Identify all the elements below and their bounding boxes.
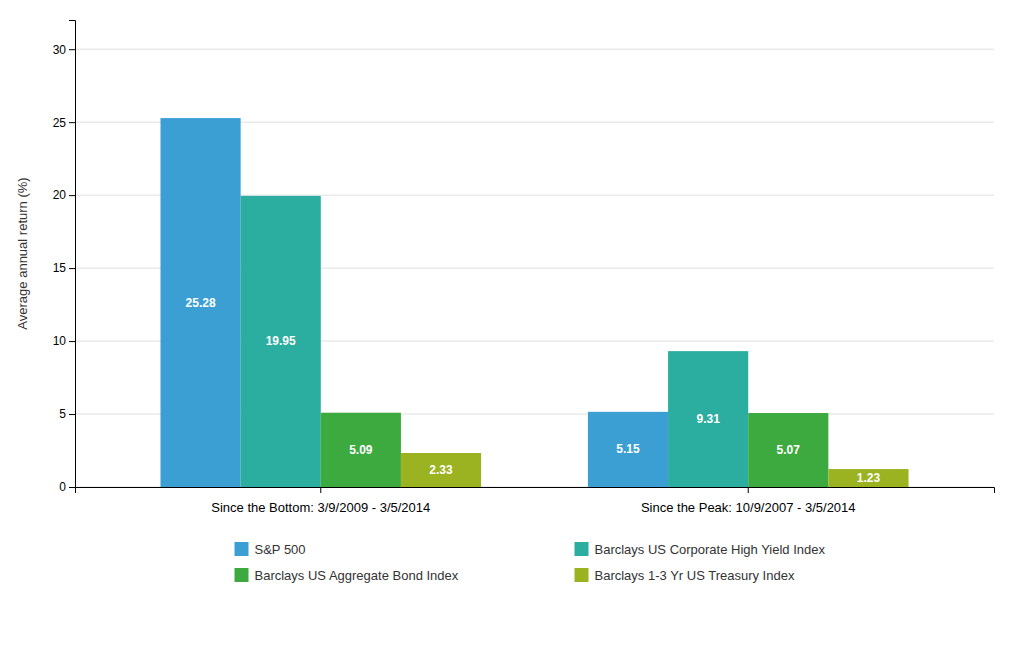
y-tick-label: 15 [53,261,67,275]
y-tick-label: 10 [53,334,67,348]
x-tick-mark [320,487,321,493]
bar [160,118,240,487]
x-tick: Since the Peak: 10/9/2007 - 3/5/2014 [641,487,856,515]
bar [668,351,748,487]
bar [321,413,401,487]
y-tick: 20 [53,188,75,202]
grid [75,49,994,487]
y-tick: 5 [59,407,75,421]
y-tick-label: 5 [59,407,66,421]
data-label: 9.31 [696,412,720,426]
bar [828,469,908,487]
y-axis-line [69,21,76,488]
y-tick-mark [69,122,75,123]
y-axis-title: Average annual return (%) [15,177,30,329]
legend-label: Barclays US Aggregate Bond Index [255,568,459,583]
data-label: 5.07 [777,443,801,457]
legend-label: S&P 500 [255,542,306,557]
y-tick-mark [69,341,75,342]
plot: 25.28 5.15 19.95 9.31 5.09 5.07 2.33 1.23 0 5 10 15… [15,21,995,583]
y-tick: 0 [59,480,75,494]
legend-item: Barclays US Corporate High Yield Index [575,542,826,557]
y-tick: 25 [53,115,75,129]
y-tick-mark [69,268,75,269]
data-label: 5.15 [616,442,640,456]
data-labels: 25.28 5.15 19.95 9.31 5.09 5.07 2.33 1.23 [186,296,881,485]
y-tick-label: 25 [53,115,67,129]
legend-swatch [235,568,249,582]
legend: S&P 500 Barclays US Corporate High Yield … [235,542,826,583]
chart: 25.28 5.15 19.95 9.31 5.09 5.07 2.33 1.23 0 5 10 15… [0,0,1024,657]
y-tick-label: 0 [59,480,66,494]
legend-label: Barclays US Corporate High Yield Index [595,542,826,557]
y-tick-label: 20 [53,188,67,202]
bar [588,412,668,487]
legend-swatch [235,542,249,556]
y-axis: 0 5 10 15 20 25 30 [53,21,76,495]
legend-swatch [575,542,589,556]
grid-line [75,49,994,50]
legend-item: Barclays US Aggregate Bond Index [235,568,459,583]
y-tick-label: 30 [53,43,67,57]
y-tick-mark [69,49,75,50]
legend-label: Barclays 1-3 Yr US Treasury Index [595,568,795,583]
x-axis: Since the Bottom: 3/9/2009 - 3/5/2014 Sin… [76,487,995,515]
bar [748,413,828,487]
bar [401,453,481,487]
legend-item: Barclays 1-3 Yr US Treasury Index [575,568,795,583]
x-tick-mark [748,487,749,493]
bar [241,196,321,487]
y-tick-mark [69,414,75,415]
data-label: 25.28 [186,296,216,310]
legend-swatch [575,568,589,582]
x-tick-label: Since the Bottom: 3/9/2009 - 3/5/2014 [211,500,430,515]
x-tick: Since the Bottom: 3/9/2009 - 3/5/2014 [211,487,430,515]
legend-item: S&P 500 [235,542,306,557]
data-label: 1.23 [857,471,881,485]
data-label: 5.09 [349,443,373,457]
data-label: 2.33 [429,463,453,477]
y-tick: 30 [53,43,75,57]
x-axis-line [76,488,995,494]
y-tick-mark [69,195,75,196]
y-tick-mark [69,487,75,488]
y-tick: 10 [53,334,75,348]
x-tick-label: Since the Peak: 10/9/2007 - 3/5/2014 [641,500,856,515]
y-tick: 15 [53,261,75,275]
bars [160,118,908,487]
data-label: 19.95 [266,334,296,348]
